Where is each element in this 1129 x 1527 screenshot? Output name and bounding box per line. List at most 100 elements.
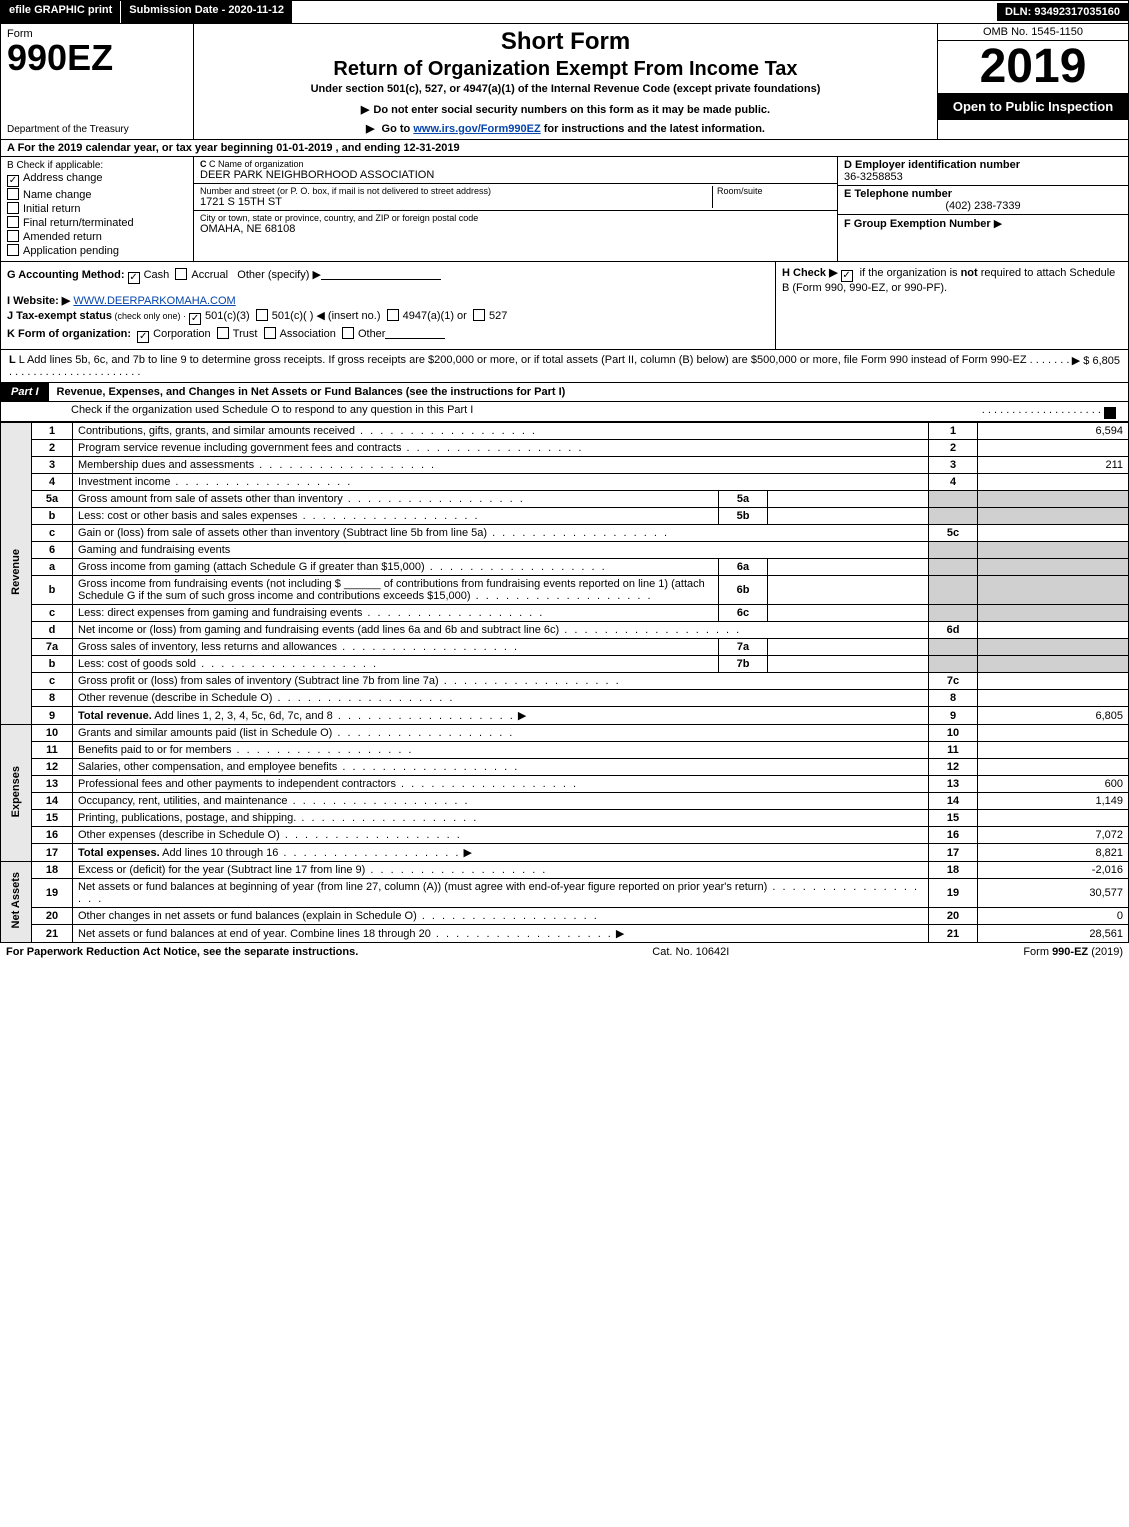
chk-h[interactable] <box>841 270 853 282</box>
chk-accrual[interactable] <box>175 268 187 280</box>
row-6b: bGross income from fundraising events (n… <box>1 576 1129 605</box>
row-5c: cGain or (loss) from sale of assets othe… <box>1 525 1129 542</box>
ln-ref: 1 <box>929 423 978 440</box>
e-row: E Telephone number (402) 238-7339 <box>838 186 1128 215</box>
chk-assoc[interactable] <box>264 327 276 339</box>
chk-501c[interactable] <box>256 309 268 321</box>
b-chk-5[interactable] <box>7 244 19 256</box>
ln-desc: Gross profit or (loss) from sales of inv… <box>73 673 929 690</box>
ln-desc: Net assets or fund balances at beginning… <box>73 879 929 908</box>
ln-num: 21 <box>32 925 73 943</box>
b-chk-4[interactable] <box>7 230 19 242</box>
ln-desc: Less: cost or other basis and sales expe… <box>73 508 719 525</box>
row-6d: dNet income or (loss) from gaming and fu… <box>1 622 1129 639</box>
ln-ref-grey <box>929 491 978 508</box>
b-item-1: Name change <box>7 188 187 201</box>
row-19: 19Net assets or fund balances at beginni… <box>1 879 1129 908</box>
ln-num: 15 <box>32 810 73 827</box>
b-lbl-0: Address change <box>23 172 103 184</box>
side-Expenses: Expenses <box>1 725 32 862</box>
ln-ref: 15 <box>929 810 978 827</box>
ln-ref: 8 <box>929 690 978 707</box>
b-item-0: Address change <box>7 172 187 187</box>
ln-num: 20 <box>32 908 73 925</box>
b-chk-0[interactable] <box>7 175 19 187</box>
form-ref: Form 990-EZ (2019) <box>1023 946 1123 958</box>
ln-ref-grey <box>929 656 978 673</box>
line-j: J Tax-exempt status (check only one) · 5… <box>7 309 769 325</box>
ln-desc: Net assets or fund balances at end of ye… <box>73 925 929 943</box>
ln-desc: Program service revenue including govern… <box>73 440 929 457</box>
ln-desc: Less: direct expenses from gaming and fu… <box>73 605 719 622</box>
ln-amt-grey <box>978 559 1129 576</box>
row-6: 6Gaming and fundraising events <box>1 542 1129 559</box>
d-label: D Employer identification number <box>844 159 1020 171</box>
row-6a: aGross income from gaming (attach Schedu… <box>1 559 1129 576</box>
ln-desc: Gross amount from sale of assets other t… <box>73 491 719 508</box>
ln-num: c <box>32 525 73 542</box>
dept-label: Department of the Treasury <box>7 124 187 135</box>
j-note: (check only one) · <box>112 311 186 321</box>
chk-527[interactable] <box>473 309 485 321</box>
ln-desc: Contributions, gifts, grants, and simila… <box>73 423 929 440</box>
ln-ref-grey <box>929 559 978 576</box>
ln-num: 9 <box>32 707 73 725</box>
goto-link[interactable]: www.irs.gov/Form990EZ <box>413 123 540 135</box>
ln-desc: Gross income from gaming (attach Schedul… <box>73 559 719 576</box>
ln-amt <box>978 622 1129 639</box>
part1-header: Part I Revenue, Expenses, and Changes in… <box>0 383 1129 402</box>
l-arrow: ▶ <box>1072 355 1080 367</box>
row-18: Net Assets18Excess or (deficit) for the … <box>1 862 1129 879</box>
j-pre: J Tax-exempt status <box>7 310 112 322</box>
chk-501c3[interactable] <box>189 313 201 325</box>
row-8: 8Other revenue (describe in Schedule O)8 <box>1 690 1129 707</box>
b-chk-3[interactable] <box>7 216 19 228</box>
chk-other[interactable] <box>342 327 354 339</box>
header-right: OMB No. 1545-1150 2019 Open to Public In… <box>937 24 1128 139</box>
b-lbl-4: Amended return <box>23 231 102 243</box>
ln-subnum: 7a <box>719 639 768 656</box>
row-11: 11Benefits paid to or for members11 <box>1 742 1129 759</box>
chk-trust[interactable] <box>217 327 229 339</box>
website-link[interactable]: WWW.DEERPARKOMAHA.COM <box>73 295 235 307</box>
ln-ref: 12 <box>929 759 978 776</box>
ln-subnum: 5b <box>719 508 768 525</box>
ln-num: 2 <box>32 440 73 457</box>
b-chk-1[interactable] <box>7 188 19 200</box>
ln-ref-grey <box>929 639 978 656</box>
j-4947: 4947(a)(1) or <box>403 310 467 322</box>
k-other-blank[interactable] <box>385 338 445 339</box>
h-not: not <box>961 267 978 279</box>
ln-num: 13 <box>32 776 73 793</box>
k-assoc: Association <box>280 328 336 340</box>
b-chk-2[interactable] <box>7 202 19 214</box>
chk-cash[interactable] <box>128 272 140 284</box>
k-other: Other <box>358 328 386 340</box>
ln-amt: 211 <box>978 457 1129 474</box>
chk-corp[interactable] <box>137 331 149 343</box>
public-note: Do not enter social security numbers on … <box>200 103 931 116</box>
part1-sub-text: Check if the organization used Schedule … <box>71 404 473 419</box>
ln-subamt <box>768 508 929 525</box>
k-trust: Trust <box>233 328 258 340</box>
ln-num: c <box>32 673 73 690</box>
ln-num: 19 <box>32 879 73 908</box>
chk-part1-o[interactable] <box>1104 407 1116 419</box>
c-name: DEER PARK NEIGHBORHOOD ASSOCIATION <box>200 169 831 181</box>
b-item-2: Initial return <box>7 202 187 215</box>
ln-num: 12 <box>32 759 73 776</box>
j-501c3: 501(c)(3) <box>205 310 250 322</box>
ln-num: b <box>32 576 73 605</box>
ln-amt: -2,016 <box>978 862 1129 879</box>
chk-4947[interactable] <box>387 309 399 321</box>
row-2: 2Program service revenue including gover… <box>1 440 1129 457</box>
ln-subnum: 6b <box>719 576 768 605</box>
b-lbl-3: Final return/terminated <box>23 217 134 229</box>
ln-ref: 6d <box>929 622 978 639</box>
g-other-blank[interactable] <box>321 279 441 280</box>
row-6c: cLess: direct expenses from gaming and f… <box>1 605 1129 622</box>
submission-date: Submission Date - 2020-11-12 <box>120 1 292 23</box>
goto-line: Go to www.irs.gov/Form990EZ for instruct… <box>200 122 931 135</box>
l-text: L Add lines 5b, 6c, and 7b to line 9 to … <box>19 354 1027 366</box>
topbar-left: efile GRAPHIC print Submission Date - 20… <box>1 1 292 23</box>
